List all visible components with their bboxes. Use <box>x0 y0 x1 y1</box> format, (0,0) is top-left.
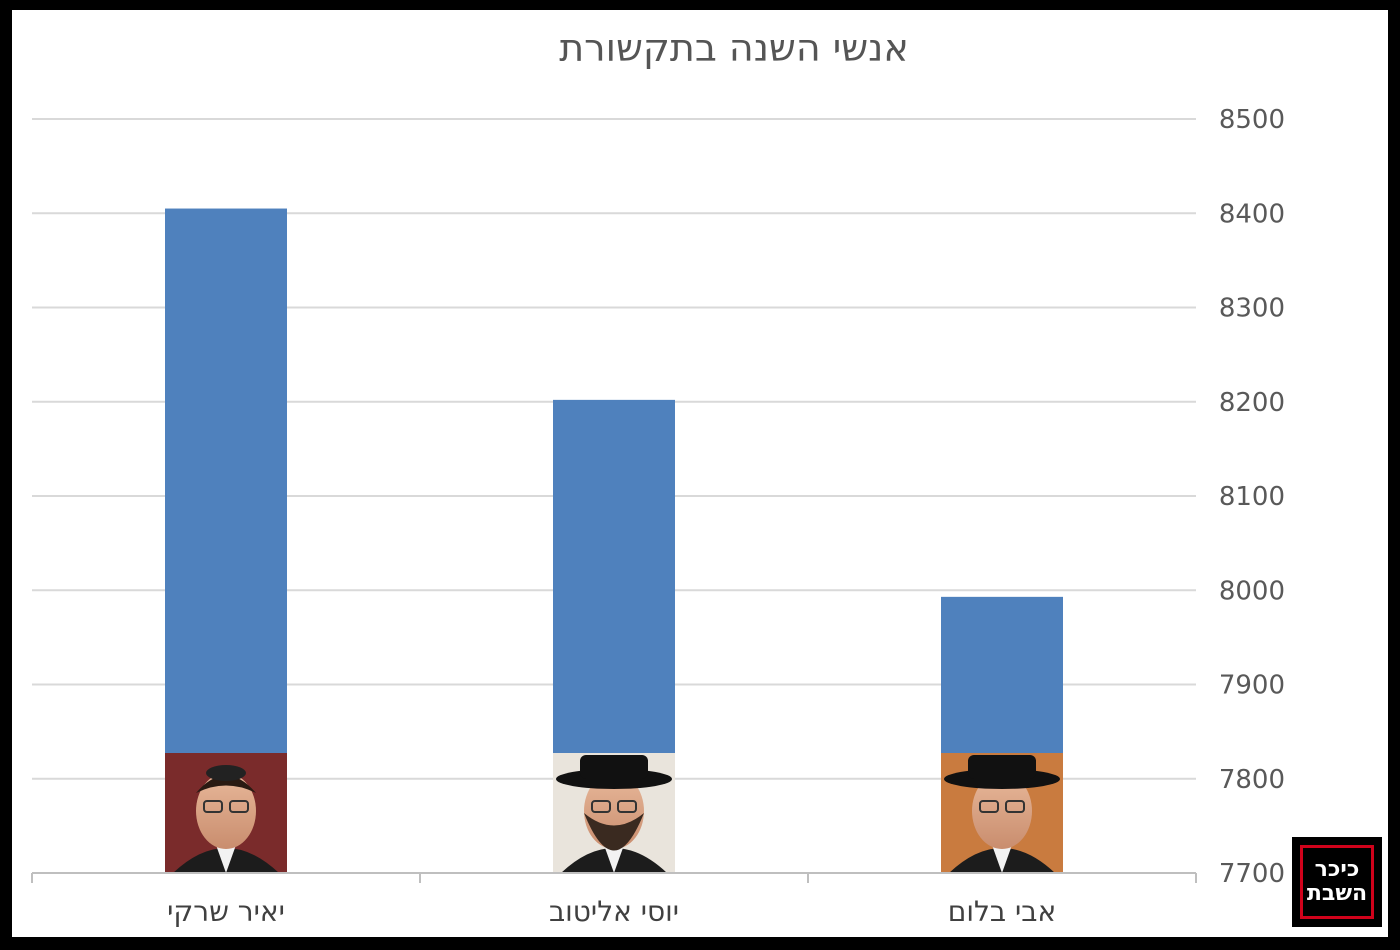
y-tick-label: 8400 <box>1219 199 1285 229</box>
x-category-label: אבי בלום <box>948 895 1056 928</box>
portrait-photo <box>941 753 1063 873</box>
y-tick-label: 7900 <box>1219 671 1285 701</box>
y-tick-label: 8500 <box>1219 105 1285 135</box>
y-tick-label: 8000 <box>1219 576 1285 606</box>
site-logo: כיכר השבת <box>1292 837 1382 927</box>
portrait-photo <box>165 753 287 873</box>
logo-line-1: כיכר <box>1314 857 1360 882</box>
x-category-label: יוסי אליטוב <box>549 895 679 928</box>
logo-frame: כיכר השבת <box>1300 845 1374 919</box>
portrait-photo <box>553 753 675 873</box>
y-tick-label: 8200 <box>1219 388 1285 418</box>
y-tick-label: 8100 <box>1219 482 1285 512</box>
x-category-label: יאיר שרקי <box>167 895 285 928</box>
y-tick-label: 8300 <box>1219 294 1285 324</box>
logo-line-2: השבת <box>1306 881 1368 906</box>
y-tick-label: 7800 <box>1219 765 1285 795</box>
y-tick-label: 7700 <box>1219 859 1285 889</box>
chart-title: אנשי השנה בתקשורת <box>559 26 909 70</box>
